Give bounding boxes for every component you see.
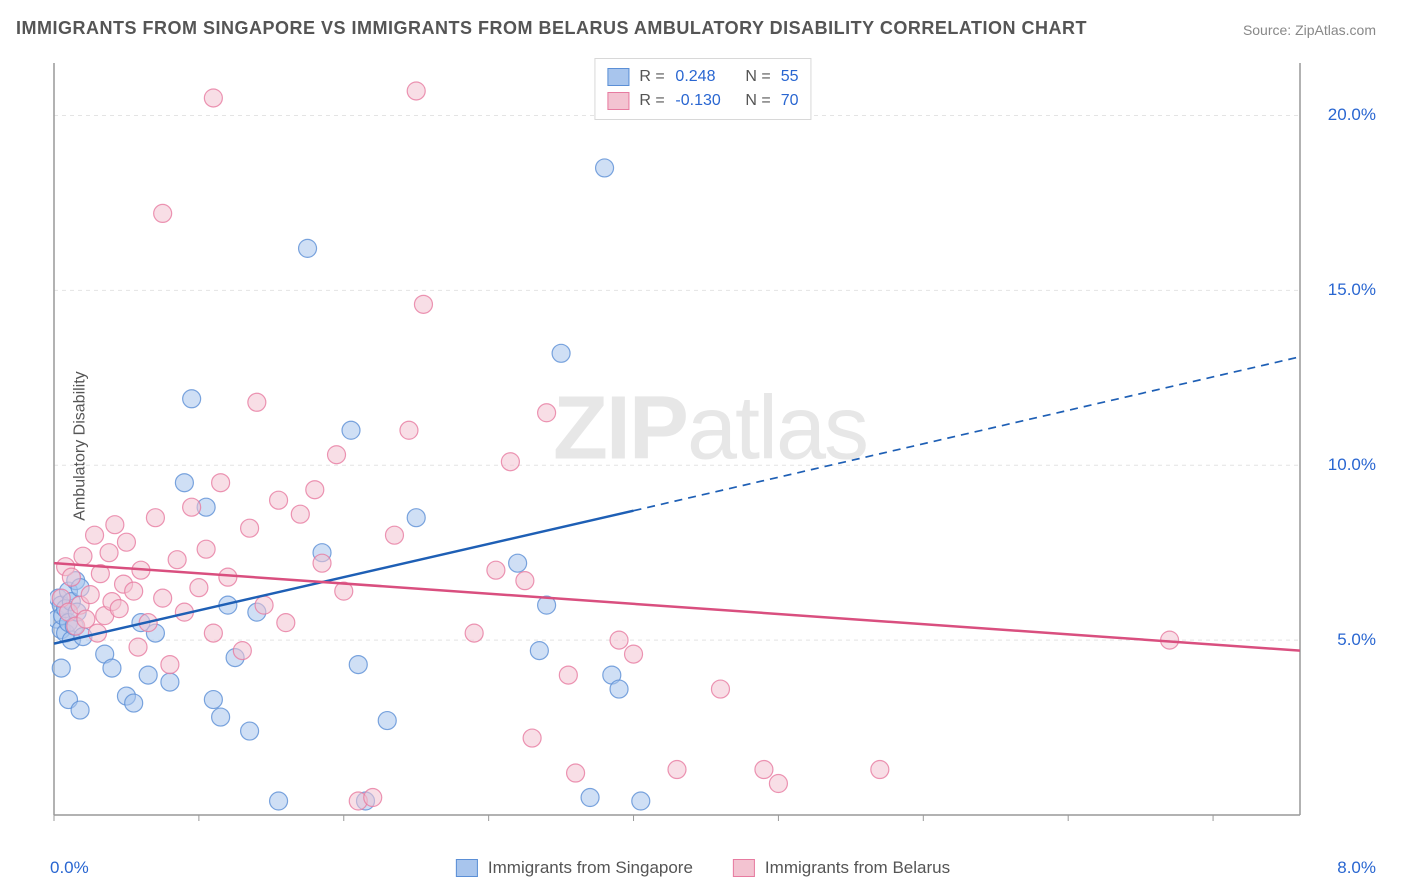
y-tick-label: 15.0% — [1328, 280, 1376, 300]
swatch-belarus-icon — [733, 859, 755, 877]
r-value-belarus: -0.130 — [675, 89, 735, 113]
legend-item-belarus: Immigrants from Belarus — [733, 858, 950, 878]
y-tick-label: 20.0% — [1328, 105, 1376, 125]
chart-svg — [50, 55, 1370, 835]
source-label: Source: — [1243, 22, 1291, 38]
legend-item-singapore: Immigrants from Singapore — [456, 858, 693, 878]
legend-label-belarus: Immigrants from Belarus — [765, 858, 950, 878]
y-tick-label: 5.0% — [1337, 630, 1376, 650]
chart-title: IMMIGRANTS FROM SINGAPORE VS IMMIGRANTS … — [16, 18, 1087, 39]
x-axis-max-label: 8.0% — [1337, 858, 1376, 878]
swatch-singapore — [607, 68, 629, 86]
r-value-singapore: 0.248 — [675, 65, 735, 89]
n-label: N = — [745, 89, 770, 113]
source-link[interactable]: ZipAtlas.com — [1295, 22, 1376, 38]
r-label: R = — [639, 65, 665, 89]
r-label: R = — [639, 89, 665, 113]
legend-row-singapore: R = 0.248 N = 55 — [607, 65, 798, 89]
legend-label-singapore: Immigrants from Singapore — [488, 858, 693, 878]
legend-correlation: R = 0.248 N = 55 R = -0.130 N = 70 — [594, 58, 811, 120]
n-value-singapore: 55 — [781, 65, 799, 89]
swatch-singapore-icon — [456, 859, 478, 877]
scatter-plot: ZIPatlas — [50, 55, 1370, 835]
n-label: N = — [745, 65, 770, 89]
n-value-belarus: 70 — [781, 89, 799, 113]
legend-row-belarus: R = -0.130 N = 70 — [607, 89, 798, 113]
legend-series: Immigrants from Singapore Immigrants fro… — [456, 858, 950, 878]
swatch-belarus — [607, 92, 629, 110]
x-axis-min-label: 0.0% — [50, 858, 89, 878]
source-attribution: Source: ZipAtlas.com — [1243, 22, 1376, 38]
y-tick-label: 10.0% — [1328, 455, 1376, 475]
